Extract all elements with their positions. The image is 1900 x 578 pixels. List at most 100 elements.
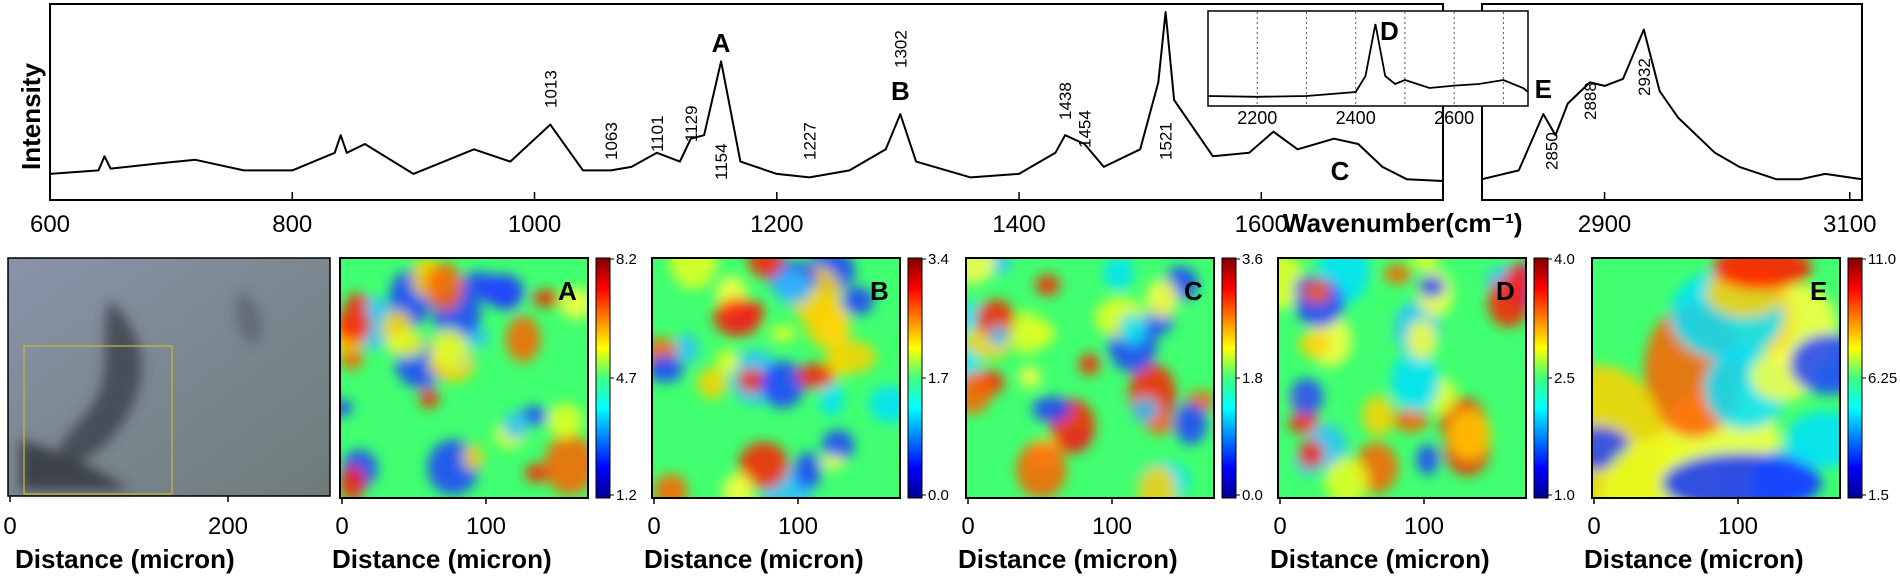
colorbar-tick-label: 3.6	[1242, 251, 1263, 268]
spectrum-panel: 600 800 1000 1200 1400 1600 2900 3100 1013 1063…	[16, 0, 1876, 238]
colorbar	[1847, 257, 1863, 499]
colorbar-tick-label: 4.7	[616, 370, 637, 387]
heatmap-blob	[1016, 441, 1067, 498]
inset-spectrum: 2200 2400 2600 D	[1207, 10, 1529, 128]
micrograph-panel: 0 200 Distance (micron)	[3, 257, 331, 574]
heatmap-blobs	[1592, 258, 1840, 498]
inset-x-ticks: 2200 2400 2600	[1237, 108, 1474, 128]
heatmap-blob	[747, 258, 784, 279]
heatmap-blob	[716, 348, 740, 375]
heatmap-blob	[1078, 353, 1100, 376]
inset-label: D	[1380, 16, 1399, 46]
heatmap-xlabel: Distance (micron)	[644, 544, 864, 574]
heatmap-blob	[1103, 258, 1134, 290]
x-tick-label: 0	[335, 513, 348, 540]
x-tick-label: 3100	[1823, 211, 1876, 238]
heatmap-blob	[1288, 411, 1320, 435]
heatmap-blob	[1712, 258, 1812, 290]
heatmap-blob	[546, 403, 583, 439]
heatmap-blob	[966, 372, 992, 415]
heatmap-blob	[502, 411, 528, 440]
heatmap-blobs	[966, 258, 1214, 498]
peak-label: 1129	[682, 105, 701, 142]
x-ticks-right: 2900 3100	[1578, 192, 1876, 238]
peak-label: 2932	[1635, 58, 1654, 96]
colorbar	[1533, 257, 1549, 499]
heatmap-blob	[524, 463, 549, 483]
peak-label: 1521	[1157, 122, 1176, 160]
heatmap-blob	[769, 325, 797, 342]
heatmap-blob	[1416, 444, 1439, 476]
heatmap-blob	[1662, 453, 1822, 498]
heatmap-blob	[1302, 279, 1332, 304]
colorbar-tick-label: 11.0	[1868, 251, 1896, 268]
colorbar-tick-label: 0.0	[1242, 487, 1263, 504]
heatmap-blob	[426, 262, 463, 312]
inset-line	[1207, 23, 1529, 98]
heatmap-label: D	[1496, 276, 1515, 306]
heatmap-blobs	[340, 258, 588, 498]
x-tick-label: 0	[647, 513, 660, 540]
heatmap-blob	[760, 360, 805, 409]
heatmap-frame	[965, 257, 1215, 499]
micrograph-features	[20, 290, 263, 490]
x-tick-label: 1000	[508, 211, 561, 238]
x-tick-label: 0	[3, 513, 16, 540]
heatmap-blob	[819, 382, 844, 416]
heatmap-blob	[773, 270, 812, 305]
heatmap-blob	[479, 273, 525, 308]
heatmap-blobs	[652, 258, 900, 498]
heatmap-blob	[975, 299, 1016, 339]
heatmap-blob	[1324, 457, 1369, 498]
heatmap-label: B	[870, 276, 889, 306]
inset-gridlines	[1256, 12, 1504, 105]
heatmap-blob	[429, 328, 469, 369]
heatmap-label: C	[1184, 276, 1203, 306]
colorbar-tick-label: 2.5	[1554, 370, 1575, 387]
heatmap-blob	[1120, 313, 1146, 345]
heatmap-blob	[340, 399, 353, 417]
heatmap-blob	[1410, 258, 1439, 271]
colorbar	[907, 257, 923, 499]
colorbar-tick-label: 1.7	[928, 370, 949, 387]
heatmap-frame	[1277, 257, 1527, 499]
heatmap-xlabel: Distance (micron)	[1584, 544, 1804, 574]
heatmap-blob	[1137, 464, 1177, 498]
colorbar-tick-label: 1.5	[1868, 487, 1889, 504]
colorbar-tick-label: 1.2	[616, 487, 637, 504]
colorbar-tick-label: 6.25	[1868, 370, 1897, 387]
heatmap-blob	[1298, 331, 1331, 358]
peak-letter-label: E	[1535, 74, 1552, 104]
micrograph-x-ticks: 0 200	[3, 496, 248, 540]
heatmap-xlabel: Distance (micron)	[958, 544, 1178, 574]
x-tick-label: 100	[778, 513, 818, 540]
heatmap-blob	[869, 385, 900, 423]
heatmap-blob	[1298, 439, 1324, 469]
heatmap-blob	[506, 315, 541, 363]
heatmap-blob	[722, 473, 754, 498]
heatmap-blob	[675, 333, 699, 364]
heatmap-blob	[532, 289, 560, 308]
heatmap-blob	[697, 367, 728, 400]
heatmap-blob	[419, 388, 440, 409]
heatmap-panel-e: E 11.0 6.25 1.5 0 100 Distance (micron)	[1584, 251, 1897, 574]
x-tick-label: 800	[272, 211, 312, 238]
heatmap-blob	[1391, 352, 1440, 412]
heatmap-frame	[1591, 257, 1841, 499]
x-tick-label: 100	[1092, 513, 1132, 540]
peak-label: 2888	[1581, 82, 1600, 120]
x-tick-label: 600	[30, 211, 70, 238]
colorbar-tick-label: 1.8	[1242, 370, 1263, 387]
heatmap-blobs	[1278, 258, 1526, 498]
heatmap-blob	[1174, 402, 1207, 445]
heatmap-blob	[1383, 264, 1412, 284]
heatmap-blob	[1487, 277, 1526, 328]
heatmap-blob	[737, 368, 766, 393]
heatmap-panel-a: A 8.2 4.7 1.2 0 100 Distance (micron)	[332, 251, 637, 574]
peak-label: 1101	[648, 115, 667, 152]
inset-x-tick-label: 2400	[1336, 108, 1376, 128]
peak-label: 1154	[712, 143, 731, 180]
peak-letter-label: B	[891, 76, 910, 106]
heatmap-blob	[825, 340, 877, 374]
